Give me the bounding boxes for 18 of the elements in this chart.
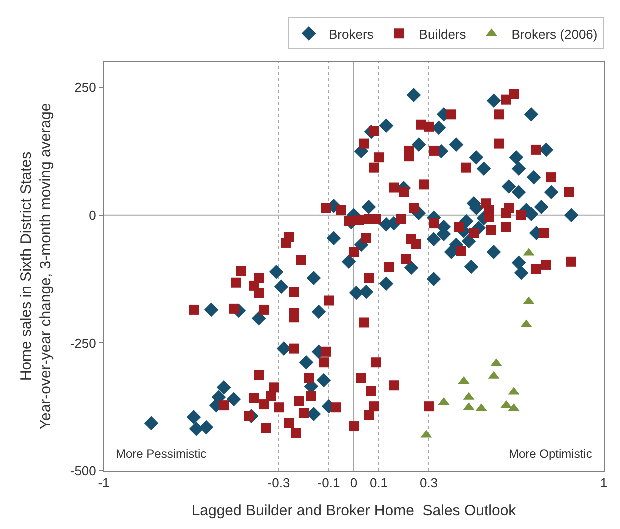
y-tick-label: 0 [89, 208, 96, 223]
x-tick-label: -0.1 [318, 476, 340, 491]
legend-label: Builders [419, 26, 467, 42]
x-tick-label: 0 [350, 476, 358, 491]
y-tick-label: -500 [70, 464, 96, 479]
y-tick-label: -250 [70, 336, 96, 351]
x-tick-label: 1 [600, 476, 608, 491]
y-axis-title: Home sales in Sixth District States Year-over-year change, 3-month moving average [18, 103, 55, 430]
x-tick-label: 0.1 [370, 476, 388, 491]
x-tick-label: 0.3 [420, 476, 438, 491]
y-tick-label: 250 [74, 80, 96, 96]
x-tick-label: -1 [98, 476, 110, 491]
annotation: More Pessimistic [116, 447, 207, 461]
x-tick-label: -0.3 [268, 476, 290, 491]
legend-label: Brokers [329, 26, 374, 42]
x-axis-title: Lagged Builder and Broker Home Sales Outlook [192, 502, 517, 520]
legend-label: Brokers (2006) [512, 26, 598, 42]
annotation: More Optimistic [509, 447, 592, 461]
